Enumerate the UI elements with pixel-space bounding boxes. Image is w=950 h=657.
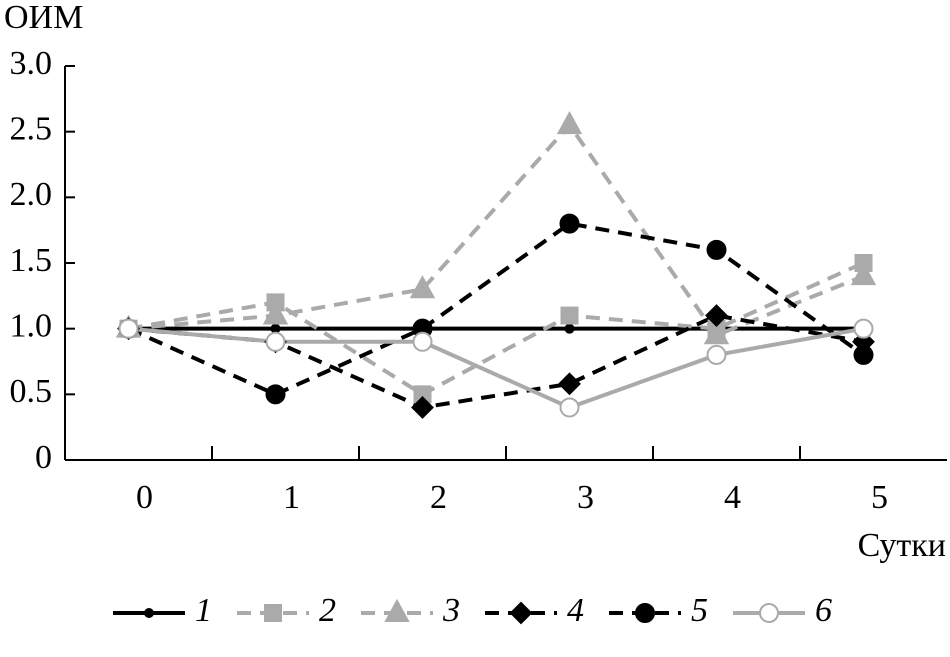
data-point [411, 396, 434, 419]
y-tick-label: 1.0 [10, 307, 53, 344]
data-point [412, 331, 433, 352]
legend-marker [635, 603, 655, 623]
legend-marker [759, 603, 779, 623]
x-tick-label: 4 [724, 479, 741, 516]
x-tick-label: 0 [136, 479, 153, 516]
series-line [128, 261, 865, 397]
y-tick-label: 3.0 [10, 45, 53, 82]
series-line [127, 221, 865, 397]
data-point [118, 318, 139, 339]
series-line [128, 326, 864, 410]
legend-marker [384, 598, 410, 622]
x-tick-label: 3 [577, 479, 594, 516]
y-tick-label: 2.5 [10, 110, 53, 147]
data-point [559, 213, 580, 234]
data-point [564, 323, 575, 334]
legend-label: 6 [815, 592, 832, 629]
data-point [703, 321, 730, 345]
data-point [556, 111, 583, 135]
data-point [409, 275, 436, 299]
x-tick-label: 2 [430, 479, 447, 516]
data-point [850, 262, 877, 286]
legend-label: 3 [442, 592, 460, 629]
data-point [560, 306, 579, 325]
data-point [705, 304, 728, 327]
y-tick-label: 1.5 [10, 242, 53, 279]
legend-label: 5 [691, 592, 708, 629]
data-point [706, 344, 727, 365]
x-axis-label: Сутки [858, 527, 946, 564]
y-axis-label: ОИМ [4, 0, 83, 36]
data-point [706, 239, 727, 260]
data-point [265, 331, 286, 352]
y-tick-label: 0 [35, 439, 52, 476]
data-point [558, 372, 581, 396]
legend-marker [509, 601, 533, 625]
legend-label: 4 [567, 592, 584, 629]
data-point [853, 318, 874, 339]
legend-marker [264, 604, 282, 622]
data-point [262, 301, 289, 325]
x-tick-label: 5 [871, 479, 888, 516]
y-tick-label: 0.5 [10, 373, 53, 410]
legend-label: 1 [195, 592, 212, 629]
data-point [265, 384, 286, 405]
y-tick-label: 2.0 [10, 176, 53, 213]
data-point [853, 344, 874, 365]
x-tick-label: 1 [283, 479, 300, 516]
series-line [128, 121, 865, 338]
data-point [559, 397, 580, 418]
legend-marker [144, 608, 154, 618]
legend-label: 2 [319, 592, 336, 629]
